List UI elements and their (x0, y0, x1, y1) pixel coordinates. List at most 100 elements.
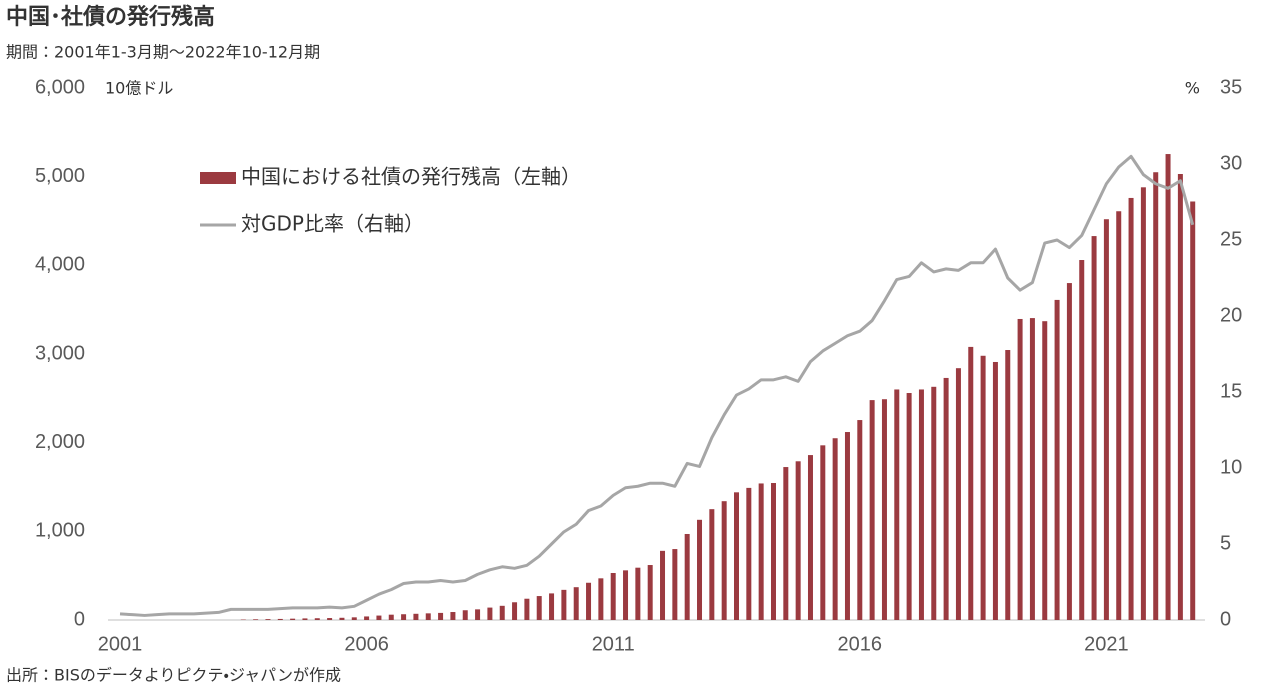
bar (549, 593, 555, 620)
bar (253, 619, 259, 620)
bar (869, 400, 875, 620)
bar (536, 596, 542, 620)
y2-tick-label: 15 (1220, 380, 1242, 402)
bar (968, 346, 974, 620)
y-tick-label: 6,000 (35, 76, 85, 98)
y-tick-label: 4,000 (35, 254, 85, 276)
y2-unit: % (1185, 79, 1200, 98)
bar (610, 573, 616, 620)
bar (1177, 174, 1183, 621)
bar (1042, 321, 1048, 620)
bar (1128, 197, 1134, 621)
bar (857, 420, 863, 620)
bar (1066, 283, 1072, 620)
y2-tick-label: 30 (1220, 152, 1242, 174)
bar (1153, 172, 1159, 620)
bar (302, 618, 308, 620)
bar (425, 613, 431, 620)
legend-swatch (200, 172, 236, 184)
bar (413, 613, 419, 620)
legend-label: 中国における社債の発行残高（左軸） (241, 165, 581, 189)
y-tick-label: 3,000 (35, 342, 85, 364)
bar (314, 618, 320, 620)
bar (1165, 154, 1171, 620)
x-tick-label: 2011 (592, 633, 635, 655)
bar (376, 615, 382, 620)
bar (388, 614, 394, 620)
bar (844, 432, 850, 620)
bar (770, 483, 776, 620)
bar (277, 618, 283, 620)
y-tick-label: 1,000 (35, 520, 85, 542)
bar (734, 492, 739, 620)
bar (401, 614, 407, 620)
bar (672, 549, 678, 620)
bar (1079, 260, 1085, 620)
bar (450, 612, 456, 620)
bar (795, 461, 801, 620)
bar (881, 399, 887, 620)
chart-subtitle: 期間：2001年1-3月期～2022年10-12月期 (6, 43, 320, 62)
bar (1054, 299, 1060, 620)
bar (512, 602, 518, 620)
bar (1017, 318, 1023, 620)
bar (561, 589, 567, 620)
bar (943, 377, 949, 620)
y-unit: 10億ドル (105, 79, 173, 98)
bar (709, 509, 715, 620)
bar (746, 487, 752, 620)
bar (598, 578, 604, 620)
y-tick-label: 5,000 (35, 165, 85, 187)
legend-label: 対GDP比率（右軸） (241, 212, 424, 236)
bar (758, 483, 764, 620)
chart-title: 中国･社債の発行残高 (6, 4, 215, 30)
y2-tick-label: 35 (1220, 76, 1242, 98)
bar (955, 368, 961, 620)
bar (364, 616, 370, 620)
bar (894, 389, 900, 620)
source-note: 出所：BISのデータよりピクテ・ジャパンが作成 (6, 666, 341, 685)
bar (721, 501, 727, 620)
bar (906, 393, 912, 620)
bar (807, 455, 813, 620)
y2-tick-label: 20 (1220, 304, 1242, 326)
bar (1029, 318, 1035, 620)
bar (832, 438, 838, 620)
bar (524, 598, 530, 620)
bar (438, 612, 444, 620)
bar (980, 355, 986, 620)
bar (697, 519, 703, 620)
bar (684, 533, 690, 620)
bar (660, 550, 666, 620)
bar (1140, 187, 1146, 620)
bar (820, 445, 826, 620)
bar (635, 567, 641, 620)
bar (573, 587, 579, 620)
bar (918, 389, 924, 620)
bar (586, 582, 592, 620)
x-tick-label: 2001 (98, 633, 143, 655)
bar (487, 607, 493, 620)
bar (265, 619, 271, 620)
x-tick-label: 2006 (344, 633, 389, 655)
bar (327, 618, 333, 620)
y-tick-label: 0 (74, 608, 85, 630)
x-tick-label: 2021 (1084, 633, 1129, 655)
bar (290, 618, 296, 620)
bar (647, 565, 653, 620)
y2-tick-label: 10 (1220, 456, 1242, 478)
bar (1091, 236, 1097, 620)
bar (499, 605, 505, 620)
y2-tick-label: 0 (1220, 608, 1231, 630)
bar (475, 609, 481, 620)
bar (1103, 219, 1109, 620)
bar (339, 617, 345, 620)
x-tick-label: 2016 (838, 633, 883, 655)
bar (992, 361, 998, 620)
bar (623, 570, 629, 620)
bar (1190, 201, 1196, 620)
bar (931, 386, 937, 620)
y2-tick-label: 25 (1220, 228, 1242, 250)
